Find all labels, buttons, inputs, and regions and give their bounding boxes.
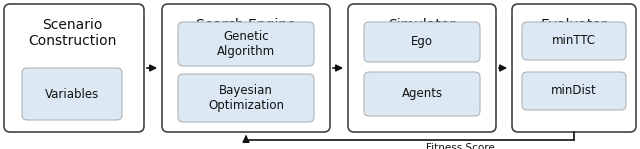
FancyBboxPatch shape <box>162 4 330 132</box>
Text: Fitness Score: Fitness Score <box>426 143 494 149</box>
Text: Ego: Ego <box>411 35 433 49</box>
FancyBboxPatch shape <box>178 74 314 122</box>
Text: Genetic
Algorithm: Genetic Algorithm <box>217 30 275 58</box>
Text: Bayesian
Optimization: Bayesian Optimization <box>208 84 284 112</box>
Text: Evaluator: Evaluator <box>541 18 607 32</box>
Text: Search Engine: Search Engine <box>196 18 296 32</box>
Text: Simulator: Simulator <box>388 18 456 32</box>
FancyBboxPatch shape <box>22 68 122 120</box>
FancyBboxPatch shape <box>522 72 626 110</box>
FancyBboxPatch shape <box>348 4 496 132</box>
Text: Variables: Variables <box>45 87 99 100</box>
FancyBboxPatch shape <box>522 22 626 60</box>
FancyBboxPatch shape <box>512 4 636 132</box>
FancyBboxPatch shape <box>4 4 144 132</box>
Text: minTTC: minTTC <box>552 35 596 48</box>
FancyBboxPatch shape <box>364 72 480 116</box>
Text: minDist: minDist <box>551 84 597 97</box>
Text: Agents: Agents <box>401 87 443 100</box>
Text: Scenario
Construction: Scenario Construction <box>28 18 116 48</box>
FancyBboxPatch shape <box>364 22 480 62</box>
FancyBboxPatch shape <box>178 22 314 66</box>
